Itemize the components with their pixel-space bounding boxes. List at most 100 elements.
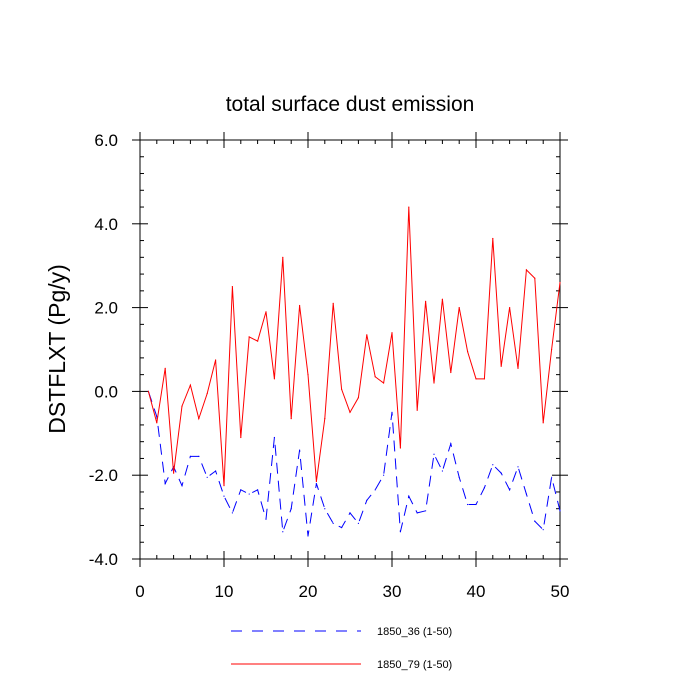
data-point [341,388,343,390]
y-tick-label: -2.0 [89,466,118,485]
data-point [366,334,368,336]
data-point [458,476,460,478]
y-axis-label: DSTFLXT (Pg/y) [44,264,70,434]
data-point [290,508,292,510]
data-point [383,382,385,384]
data-point [450,443,452,445]
legend-label: 1850_36 (1-50) [377,626,452,638]
series-layer [147,206,561,537]
data-point [156,422,158,424]
data-point [341,526,343,529]
data-point [542,422,544,424]
data-point [492,464,494,466]
data-point [450,371,452,374]
data-point [173,472,175,474]
data-point [525,493,528,495]
data-point [240,489,242,491]
axis-tick-labels: 0 10 20 30 40 50 -4.0 -2.0 0.0 2.0 4.0 6.0 [89,131,570,601]
data-point [433,453,435,455]
data-point [223,495,225,497]
data-point [248,493,250,495]
y-tick-label: 0.0 [94,382,118,401]
axis-ticks [132,132,568,567]
data-point [307,535,309,537]
data-point [433,382,435,384]
data-point [399,531,401,533]
data-point [500,365,502,367]
data-point [206,392,208,395]
data-point [534,520,536,522]
data-point [349,512,351,514]
data-point [475,378,477,380]
data-point [525,269,528,271]
data-point [332,522,334,524]
data-point [542,529,544,531]
data-point [156,415,158,418]
plot-frame [139,139,561,560]
data-point [273,436,275,439]
y-tick-label: 2.0 [94,299,118,318]
data-point [517,367,519,369]
data-point [273,378,275,380]
x-tick-label: 20 [299,582,318,601]
data-point [416,409,418,411]
data-point [282,531,284,533]
data-point [164,367,166,369]
data-point [383,474,385,476]
data-point [391,332,393,334]
data-point [315,480,317,483]
data-point [332,302,334,305]
data-point [492,237,494,240]
data-point [324,508,326,510]
data-point [231,286,233,288]
data-point [551,348,553,351]
data-point [425,300,427,302]
data-point [483,487,485,489]
data-point [366,499,368,501]
series-line-1 [147,391,561,537]
data-point [215,470,217,472]
data-point [374,376,376,378]
data-point [324,418,326,420]
data-point [240,436,242,439]
x-tick-label: 10 [215,582,234,601]
data-point [147,390,149,392]
y-tick-label: 4.0 [94,215,118,234]
data-point [299,304,301,307]
data-point [215,359,217,361]
y-tick-label: 6.0 [94,131,118,150]
data-point [475,503,477,506]
data-point [441,470,443,472]
data-point [248,336,250,338]
x-tick-label: 30 [383,582,402,601]
y-tick-label: -4.0 [89,550,118,569]
data-point [282,256,284,258]
data-point [416,512,418,514]
data-point [517,466,519,468]
data-point [467,350,469,353]
data-point [307,374,309,376]
legend: 1850_36 (1-50) 1850_79 (1-50) [231,626,452,671]
data-point [408,206,410,208]
legend-label: 1850_79 (1-50) [377,659,452,671]
data-point [467,503,469,506]
data-point [374,489,376,491]
data-point [357,397,359,399]
data-point [399,447,401,449]
data-point [290,418,292,420]
data-point [425,510,427,512]
data-point [315,482,317,485]
data-point [265,518,267,520]
data-point [408,495,410,497]
chart-title: total surface dust emission [226,93,475,116]
data-point [357,522,359,524]
data-point [534,277,536,279]
data-point [299,449,301,451]
data-point [458,307,460,309]
data-point [391,411,393,413]
data-point [189,455,191,457]
data-point [198,455,200,457]
x-tick-label: 50 [551,582,570,601]
data-point [483,378,485,380]
